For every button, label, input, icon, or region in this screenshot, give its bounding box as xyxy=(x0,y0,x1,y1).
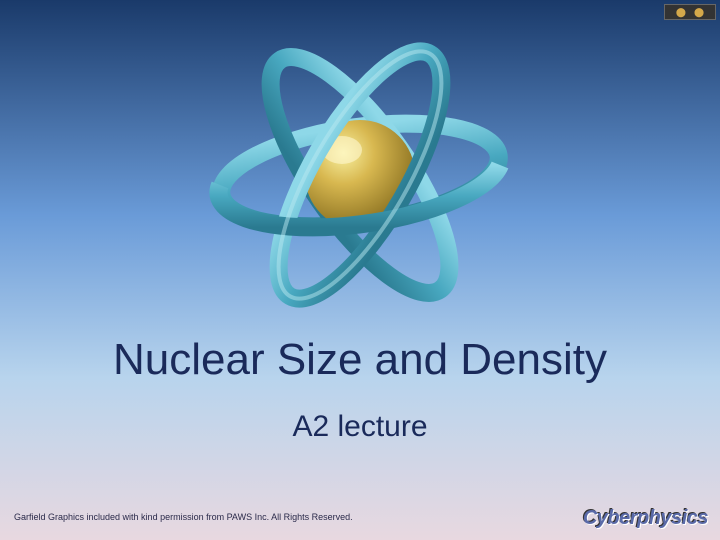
corner-badge: ⬤ ⬤ xyxy=(664,4,716,20)
page-subtitle: A2 lecture xyxy=(0,410,720,444)
atom-graphic xyxy=(200,30,520,320)
cyberphysics-logo: Cyberphysics xyxy=(583,507,708,530)
page-title: Nuclear Size and Density xyxy=(0,335,720,385)
badge-icon: ⬤ xyxy=(676,7,686,18)
badge-icon: ⬤ xyxy=(694,7,704,18)
slide: ⬤ ⬤ xyxy=(0,0,720,540)
attribution-text: Garfield Graphics included with kind per… xyxy=(14,512,353,522)
